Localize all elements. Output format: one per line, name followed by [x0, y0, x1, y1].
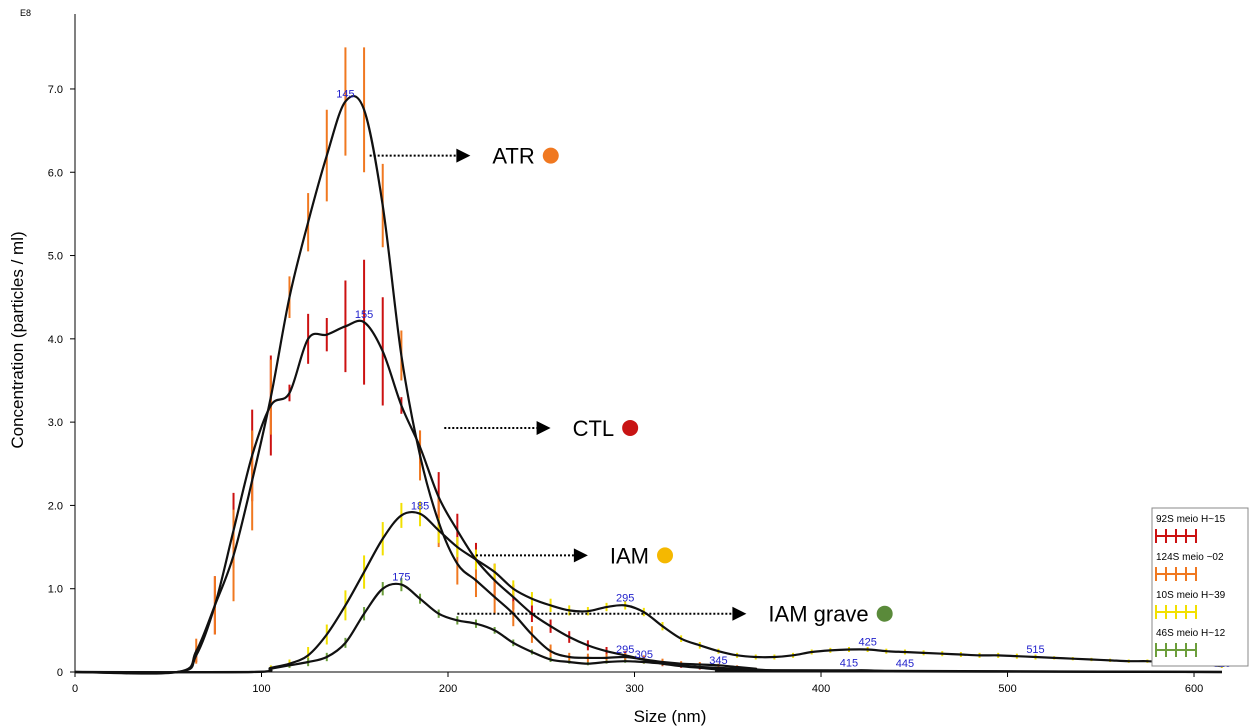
peak-label: 345: [709, 655, 727, 667]
legend-entry-name: 92S meio H~15: [1156, 514, 1226, 525]
peak-label: 185: [411, 501, 429, 513]
x-tick-label: 100: [252, 683, 270, 695]
y-tick-label: 0: [57, 667, 63, 679]
y-tick-label: 5.0: [48, 251, 63, 263]
series-line: [74, 582, 1223, 674]
peak-label: 145: [336, 88, 354, 100]
annotation-label: ATR: [492, 144, 534, 169]
x-tick-label: 500: [998, 683, 1016, 695]
annotation-label: IAM: [610, 543, 649, 568]
scale-label: E8: [20, 8, 31, 18]
peak-labels: 1551452951852954255156051753053454154456…: [336, 88, 1231, 670]
peak-label: 305: [635, 649, 653, 661]
x-tick-label: 600: [1185, 683, 1203, 695]
y-tick-label: 2.0: [48, 500, 63, 512]
legend-box: [1151, 507, 1249, 667]
annotation-dot: [657, 547, 674, 564]
peak-label: 425: [858, 637, 876, 649]
y-tick-label: 6.0: [48, 167, 63, 179]
x-axis-label: Size (nm): [634, 707, 707, 726]
x-tick-label: 400: [812, 683, 830, 695]
y-tick-label: 3.0: [48, 417, 63, 429]
peak-label: 515: [1026, 644, 1044, 656]
x-tick-label: 200: [439, 683, 457, 695]
legend-entry-name: 124S meio ~02: [1156, 552, 1224, 563]
legend-entry-name: 46S meio H~12: [1156, 628, 1226, 639]
annotation-arrow-head: [456, 148, 471, 163]
annotation-label: IAM grave: [768, 602, 868, 627]
annotation-label: CTL: [573, 416, 615, 441]
annotation-dot: [876, 605, 893, 622]
peak-label: 295: [616, 644, 634, 656]
annotation-arrow-head: [732, 606, 747, 621]
error-bars: [195, 47, 1223, 672]
legend: 92S meio H~15 124S meio ~02 10S meio H~39 4…: [1151, 507, 1249, 667]
series-line: [74, 319, 1223, 675]
series-line: [74, 510, 1223, 674]
peak-label: 155: [355, 309, 373, 321]
legend-entry-name: 10S meio H~39: [1156, 590, 1226, 601]
series-lines: [74, 95, 1223, 675]
y-tick-label: 1.0: [48, 584, 63, 596]
annotation-arrow-head: [573, 548, 588, 563]
y-axis-label: Concentration (particles / ml): [8, 231, 27, 448]
annotation-dot: [622, 419, 639, 436]
annotations: ATR CTL IAM IAM grave: [369, 144, 893, 627]
x-tick-label: 0: [72, 683, 78, 695]
grid-and-axes: 0 1.0 2.0 3.0 4.0 5.0 6.0 7.0 0 100 200 300 400 500 60…: [48, 14, 1222, 695]
peak-label: 295: [616, 592, 634, 604]
peak-label: 175: [392, 572, 410, 584]
annotation-dot: [542, 147, 559, 164]
x-tick-label: 300: [625, 683, 643, 695]
peak-label: 415: [840, 657, 858, 669]
y-tick-label: 7.0: [48, 84, 63, 96]
y-tick-label: 4.0: [48, 334, 63, 346]
series-line: [74, 95, 1223, 675]
annotation-arrow-head: [536, 420, 551, 435]
peak-label: 445: [896, 658, 914, 670]
